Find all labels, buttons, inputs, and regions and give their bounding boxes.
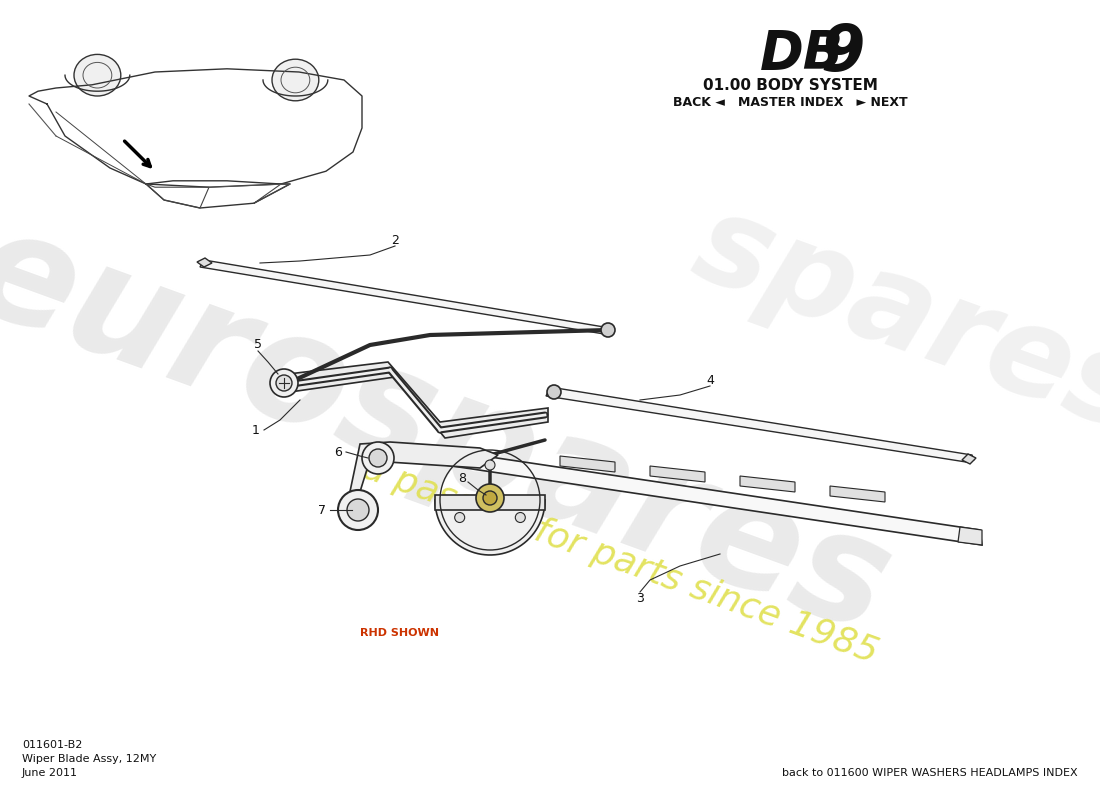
Polygon shape — [434, 495, 544, 510]
Text: 6: 6 — [334, 446, 342, 458]
Polygon shape — [962, 454, 976, 464]
Polygon shape — [430, 448, 982, 545]
Text: 5: 5 — [254, 338, 262, 351]
Text: eurospares: eurospares — [0, 194, 910, 666]
Polygon shape — [546, 388, 974, 462]
Circle shape — [276, 375, 292, 391]
Circle shape — [338, 490, 378, 530]
Circle shape — [272, 59, 319, 101]
Text: RHD SHOWN: RHD SHOWN — [360, 628, 439, 638]
Text: spares: spares — [679, 183, 1100, 457]
Text: 7: 7 — [318, 503, 326, 517]
Polygon shape — [560, 456, 615, 472]
Circle shape — [74, 54, 121, 96]
Circle shape — [362, 442, 394, 474]
Text: back to 011600 WIPER WASHERS HEADLAMPS INDEX: back to 011600 WIPER WASHERS HEADLAMPS I… — [782, 768, 1078, 778]
Text: Wiper Blade Assy, 12MY: Wiper Blade Assy, 12MY — [22, 754, 156, 764]
Circle shape — [368, 449, 387, 467]
Text: 9: 9 — [820, 22, 865, 84]
Text: 3: 3 — [636, 591, 644, 605]
Polygon shape — [344, 442, 498, 524]
Text: 4: 4 — [706, 374, 714, 386]
Polygon shape — [197, 258, 212, 267]
Circle shape — [346, 499, 368, 521]
Circle shape — [485, 460, 495, 470]
Polygon shape — [740, 476, 795, 492]
Circle shape — [601, 323, 615, 337]
Circle shape — [476, 484, 504, 512]
Text: 8: 8 — [458, 471, 466, 485]
Polygon shape — [830, 486, 886, 502]
Text: 01.00 BODY SYSTEM: 01.00 BODY SYSTEM — [703, 78, 878, 93]
Circle shape — [454, 513, 464, 522]
Text: DB: DB — [760, 28, 844, 80]
Text: 2: 2 — [392, 234, 399, 246]
Polygon shape — [958, 527, 982, 545]
Circle shape — [547, 385, 561, 399]
Text: a passion for parts since 1985: a passion for parts since 1985 — [358, 450, 882, 670]
Text: June 2011: June 2011 — [22, 768, 78, 778]
Polygon shape — [280, 362, 548, 438]
Text: BACK ◄   MASTER INDEX   ► NEXT: BACK ◄ MASTER INDEX ► NEXT — [673, 96, 907, 109]
Text: 1: 1 — [252, 423, 260, 437]
Circle shape — [483, 491, 497, 505]
Circle shape — [515, 513, 526, 522]
Polygon shape — [434, 500, 544, 555]
Circle shape — [270, 369, 298, 397]
Polygon shape — [200, 261, 612, 334]
Polygon shape — [650, 466, 705, 482]
Text: 011601-B2: 011601-B2 — [22, 740, 82, 750]
